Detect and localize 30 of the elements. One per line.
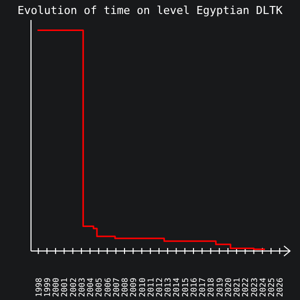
x-tick-label: 2006 <box>103 278 112 297</box>
x-tick-label: 2000 <box>52 278 61 297</box>
x-tick-label: 2015 <box>180 278 190 297</box>
x-tick-label: 2010 <box>138 278 147 297</box>
x-tick-label: 1999 <box>42 278 52 297</box>
x-tick-label: 2001 <box>60 278 70 297</box>
x-tick-label: 2018 <box>206 278 216 297</box>
x-tick-label: 2009 <box>129 278 138 297</box>
chart-title: Evolution of time on level Egyptian DLTK <box>18 4 283 17</box>
x-tick-label: 2019 <box>215 278 224 297</box>
x-tick-label: 2020 <box>224 278 233 297</box>
x-tick-label: 2017 <box>198 278 208 297</box>
x-tick-label: 2012 <box>154 278 164 297</box>
x-tick-label: 2016 <box>189 278 198 297</box>
x-tick-label: 2026 <box>276 278 285 297</box>
x-tick-label: 2003 <box>77 278 86 297</box>
x-tick-label: 2008 <box>120 278 130 297</box>
x-tick-label: 2022 <box>241 278 250 297</box>
x-tick-label: 2004 <box>86 278 96 297</box>
x-tick-label: 2007 <box>112 278 121 297</box>
x-tick-label: 2023 <box>250 278 259 297</box>
x-tick-label: 2002 <box>68 278 78 297</box>
x-tick-label: 2024 <box>258 278 268 297</box>
x-tick-label: 2021 <box>232 278 242 297</box>
x-tick-label: 1998 <box>34 278 44 297</box>
x-tick-label: 2005 <box>94 278 104 297</box>
x-tick-label: 2013 <box>164 278 173 297</box>
x-tick-label: 2014 <box>172 278 182 297</box>
x-tick-label: 2011 <box>146 278 156 297</box>
x-tick-label: 2025 <box>267 278 276 297</box>
